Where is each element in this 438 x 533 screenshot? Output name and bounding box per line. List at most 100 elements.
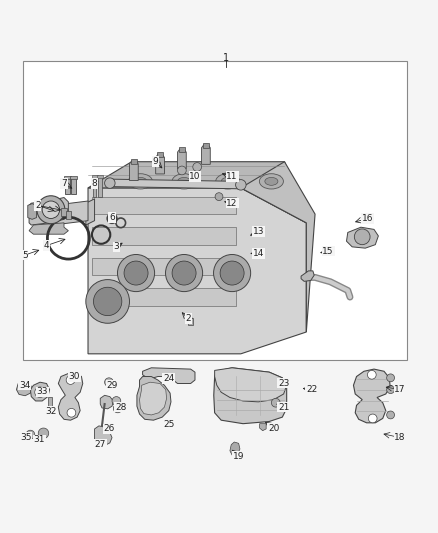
Text: 14: 14 [253,249,264,258]
Circle shape [215,193,223,200]
Text: 31: 31 [33,435,45,445]
Polygon shape [353,369,390,423]
Polygon shape [61,208,67,216]
Text: 2: 2 [35,201,41,210]
Circle shape [113,404,122,413]
Text: 10: 10 [189,172,201,181]
Polygon shape [230,442,240,455]
Bar [48,398,52,410]
Polygon shape [92,258,237,275]
Text: 5: 5 [22,251,28,260]
Bar [93,177,96,197]
Polygon shape [92,197,237,214]
Text: 15: 15 [322,247,334,256]
Circle shape [42,201,60,219]
Polygon shape [260,424,266,431]
Text: 4: 4 [44,241,49,250]
Text: 8: 8 [92,179,97,188]
Bar [65,178,70,195]
Text: 2: 2 [186,314,191,324]
Text: 28: 28 [115,402,127,411]
Polygon shape [155,154,164,174]
Text: 33: 33 [36,387,48,397]
Circle shape [38,428,49,439]
Circle shape [177,166,186,175]
Text: 34: 34 [19,381,30,390]
Text: 32: 32 [45,407,57,416]
Text: 17: 17 [395,385,406,394]
Polygon shape [137,376,171,420]
Text: 2: 2 [186,313,191,322]
Ellipse shape [166,254,203,292]
Polygon shape [92,227,237,245]
Circle shape [368,414,377,423]
Text: 35: 35 [20,433,32,442]
Circle shape [35,387,45,398]
Circle shape [105,378,113,386]
Polygon shape [88,161,306,223]
Polygon shape [100,395,113,409]
Bar [71,178,76,195]
Ellipse shape [117,254,155,292]
Polygon shape [203,142,209,148]
Text: 1: 1 [223,53,229,63]
Ellipse shape [221,177,234,185]
Polygon shape [28,204,36,220]
Text: 12: 12 [226,199,238,208]
Polygon shape [140,382,166,415]
Ellipse shape [172,174,196,189]
Ellipse shape [93,287,122,316]
Circle shape [236,180,246,190]
Bar [92,175,98,179]
Ellipse shape [220,261,244,285]
Ellipse shape [86,280,130,323]
Text: 3: 3 [113,243,119,252]
Bar [97,175,103,179]
Polygon shape [179,147,185,152]
Polygon shape [16,381,31,395]
Polygon shape [241,161,315,332]
Text: 6: 6 [109,213,115,222]
Polygon shape [88,188,306,354]
Circle shape [37,196,65,224]
Text: 16: 16 [362,214,373,223]
Polygon shape [29,198,68,225]
Text: 26: 26 [103,424,115,433]
Ellipse shape [216,174,240,189]
Bar [70,176,77,179]
Ellipse shape [265,177,278,185]
Circle shape [354,229,370,245]
Text: 30: 30 [68,372,80,381]
Text: 13: 13 [253,227,264,236]
Text: 21: 21 [278,402,290,411]
Polygon shape [201,144,210,164]
Text: 27: 27 [95,440,106,449]
Polygon shape [188,318,193,326]
Text: 7: 7 [61,179,67,188]
Text: 2: 2 [35,201,41,210]
Polygon shape [92,288,237,306]
Text: 29: 29 [106,381,118,390]
Polygon shape [108,179,243,189]
Polygon shape [58,374,83,420]
Polygon shape [66,212,71,220]
Bar [99,177,102,197]
Text: 24: 24 [163,374,174,383]
Text: 18: 18 [395,433,406,442]
Circle shape [67,408,76,417]
Polygon shape [143,368,195,384]
Circle shape [26,430,35,439]
Circle shape [105,178,115,188]
Ellipse shape [134,177,147,185]
Polygon shape [95,426,112,446]
Polygon shape [301,271,314,281]
Bar [64,176,71,179]
Circle shape [272,398,280,407]
Circle shape [387,411,395,419]
Polygon shape [29,223,68,234]
Ellipse shape [128,174,152,189]
Polygon shape [214,368,287,424]
Text: 9: 9 [153,157,159,166]
Circle shape [66,376,75,384]
Circle shape [387,374,395,382]
